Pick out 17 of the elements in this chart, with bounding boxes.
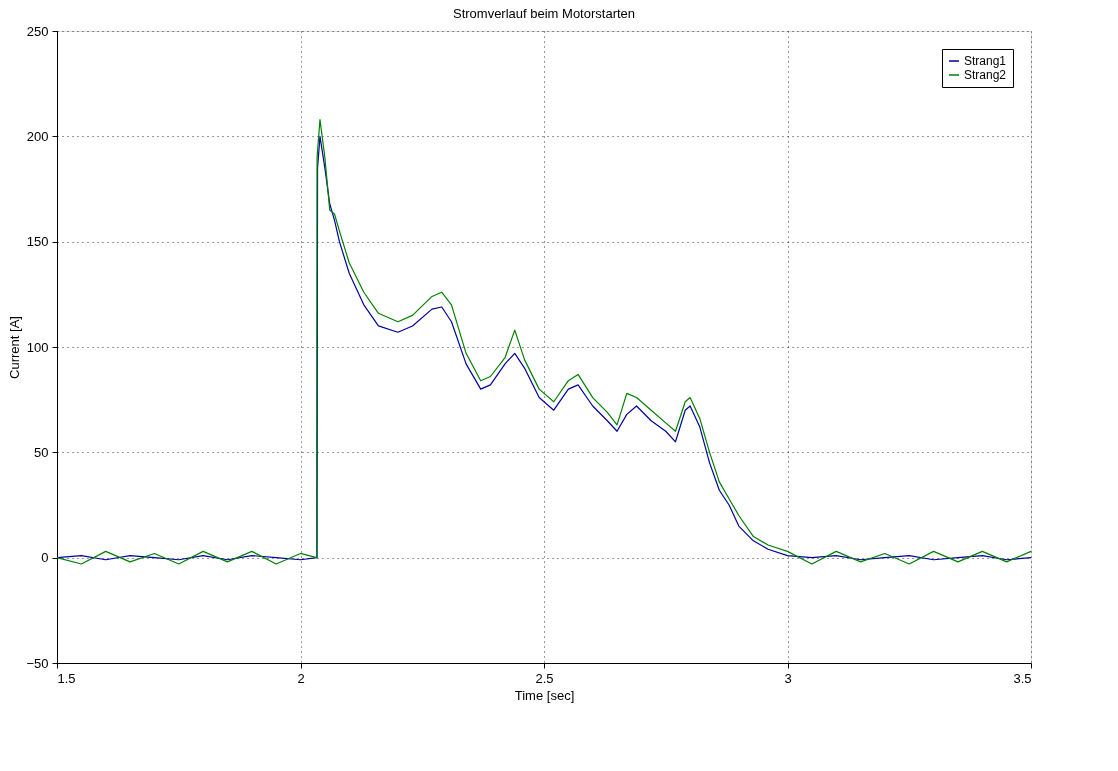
y-tick-label: 250 [26, 23, 49, 39]
x-tick-label: 3 [784, 670, 792, 686]
x-tick-label: 1.5 [57, 670, 76, 686]
y-tick-label: 50 [34, 444, 49, 460]
x-axis-title: Time [sec] [514, 687, 575, 703]
y-tick-label: 150 [26, 234, 49, 250]
legend-label: Strang1 [964, 54, 1007, 68]
x-tick-label: 2 [297, 670, 305, 686]
chart-title: Stromverlauf beim Motorstarten [452, 6, 636, 21]
y-tick-label: −50 [26, 655, 49, 671]
x-tick-label: 3.5 [1013, 670, 1032, 686]
y-axis-title: Current [A] [7, 316, 23, 379]
y-tick-label: 100 [26, 339, 49, 355]
y-tick-label: 200 [26, 128, 49, 144]
y-tick-label: 0 [41, 550, 49, 566]
legend-label: Strang2 [964, 68, 1007, 82]
x-tick-label: 2.5 [535, 670, 554, 686]
